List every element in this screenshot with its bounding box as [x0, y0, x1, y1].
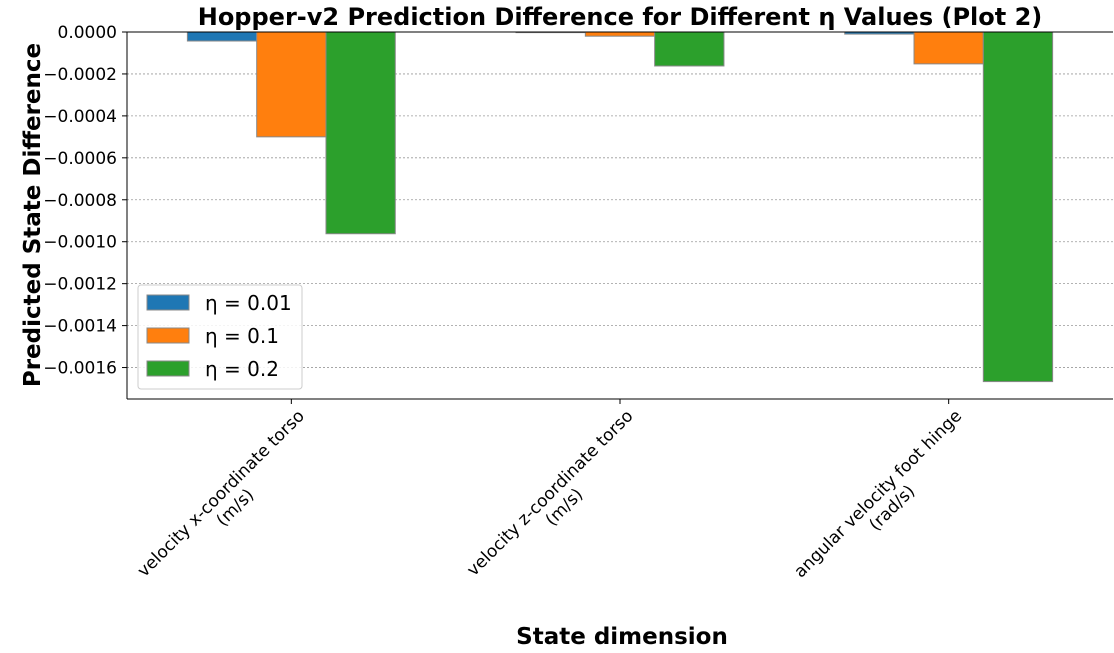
legend-label: η = 0.2: [205, 357, 279, 381]
bar: [982, 31, 1054, 383]
legend-label: η = 0.1: [205, 324, 279, 348]
legend-label: η = 0.01: [205, 291, 292, 315]
bar: [584, 31, 656, 37]
chart-title: Hopper-v2 Prediction Difference for Diff…: [198, 3, 1043, 31]
y-tick-label: −0.0016: [43, 359, 117, 379]
bar: [325, 31, 396, 235]
bar: [654, 31, 725, 67]
x-tick-label-group: velocity z-coordinate torso(m/s): [463, 406, 651, 594]
y-tick-label: −0.0006: [43, 149, 117, 169]
y-tick-label: −0.0010: [43, 233, 117, 253]
y-tick-label: 0.0000: [58, 23, 117, 43]
legend-swatch: [146, 360, 190, 377]
x-tick-label-group: velocity x-coordinate torso(m/s): [134, 406, 323, 595]
x-tick-label: angular velocity foot hinge(rad/s): [790, 406, 980, 596]
y-tick-label: −0.0004: [43, 107, 117, 127]
bar: [256, 31, 327, 138]
x-tick-label: velocity z-coordinate torso(m/s): [463, 406, 651, 594]
x-axis-label: State dimension: [516, 624, 728, 650]
y-tick-label: −0.0002: [43, 65, 117, 85]
y-axis-label: Predicted State Difference: [20, 43, 46, 387]
x-tick-label-group: angular velocity foot hinge(rad/s): [790, 406, 980, 596]
bar: [186, 31, 258, 42]
y-tick-label: −0.0008: [43, 191, 117, 211]
bar: [913, 31, 984, 65]
legend-swatch: [146, 327, 190, 344]
y-tick-label: −0.0014: [43, 317, 117, 337]
x-tick-label: velocity x-coordinate torso(m/s): [134, 406, 323, 595]
y-tick-label: −0.0012: [43, 275, 117, 295]
legend-swatch: [146, 294, 190, 311]
